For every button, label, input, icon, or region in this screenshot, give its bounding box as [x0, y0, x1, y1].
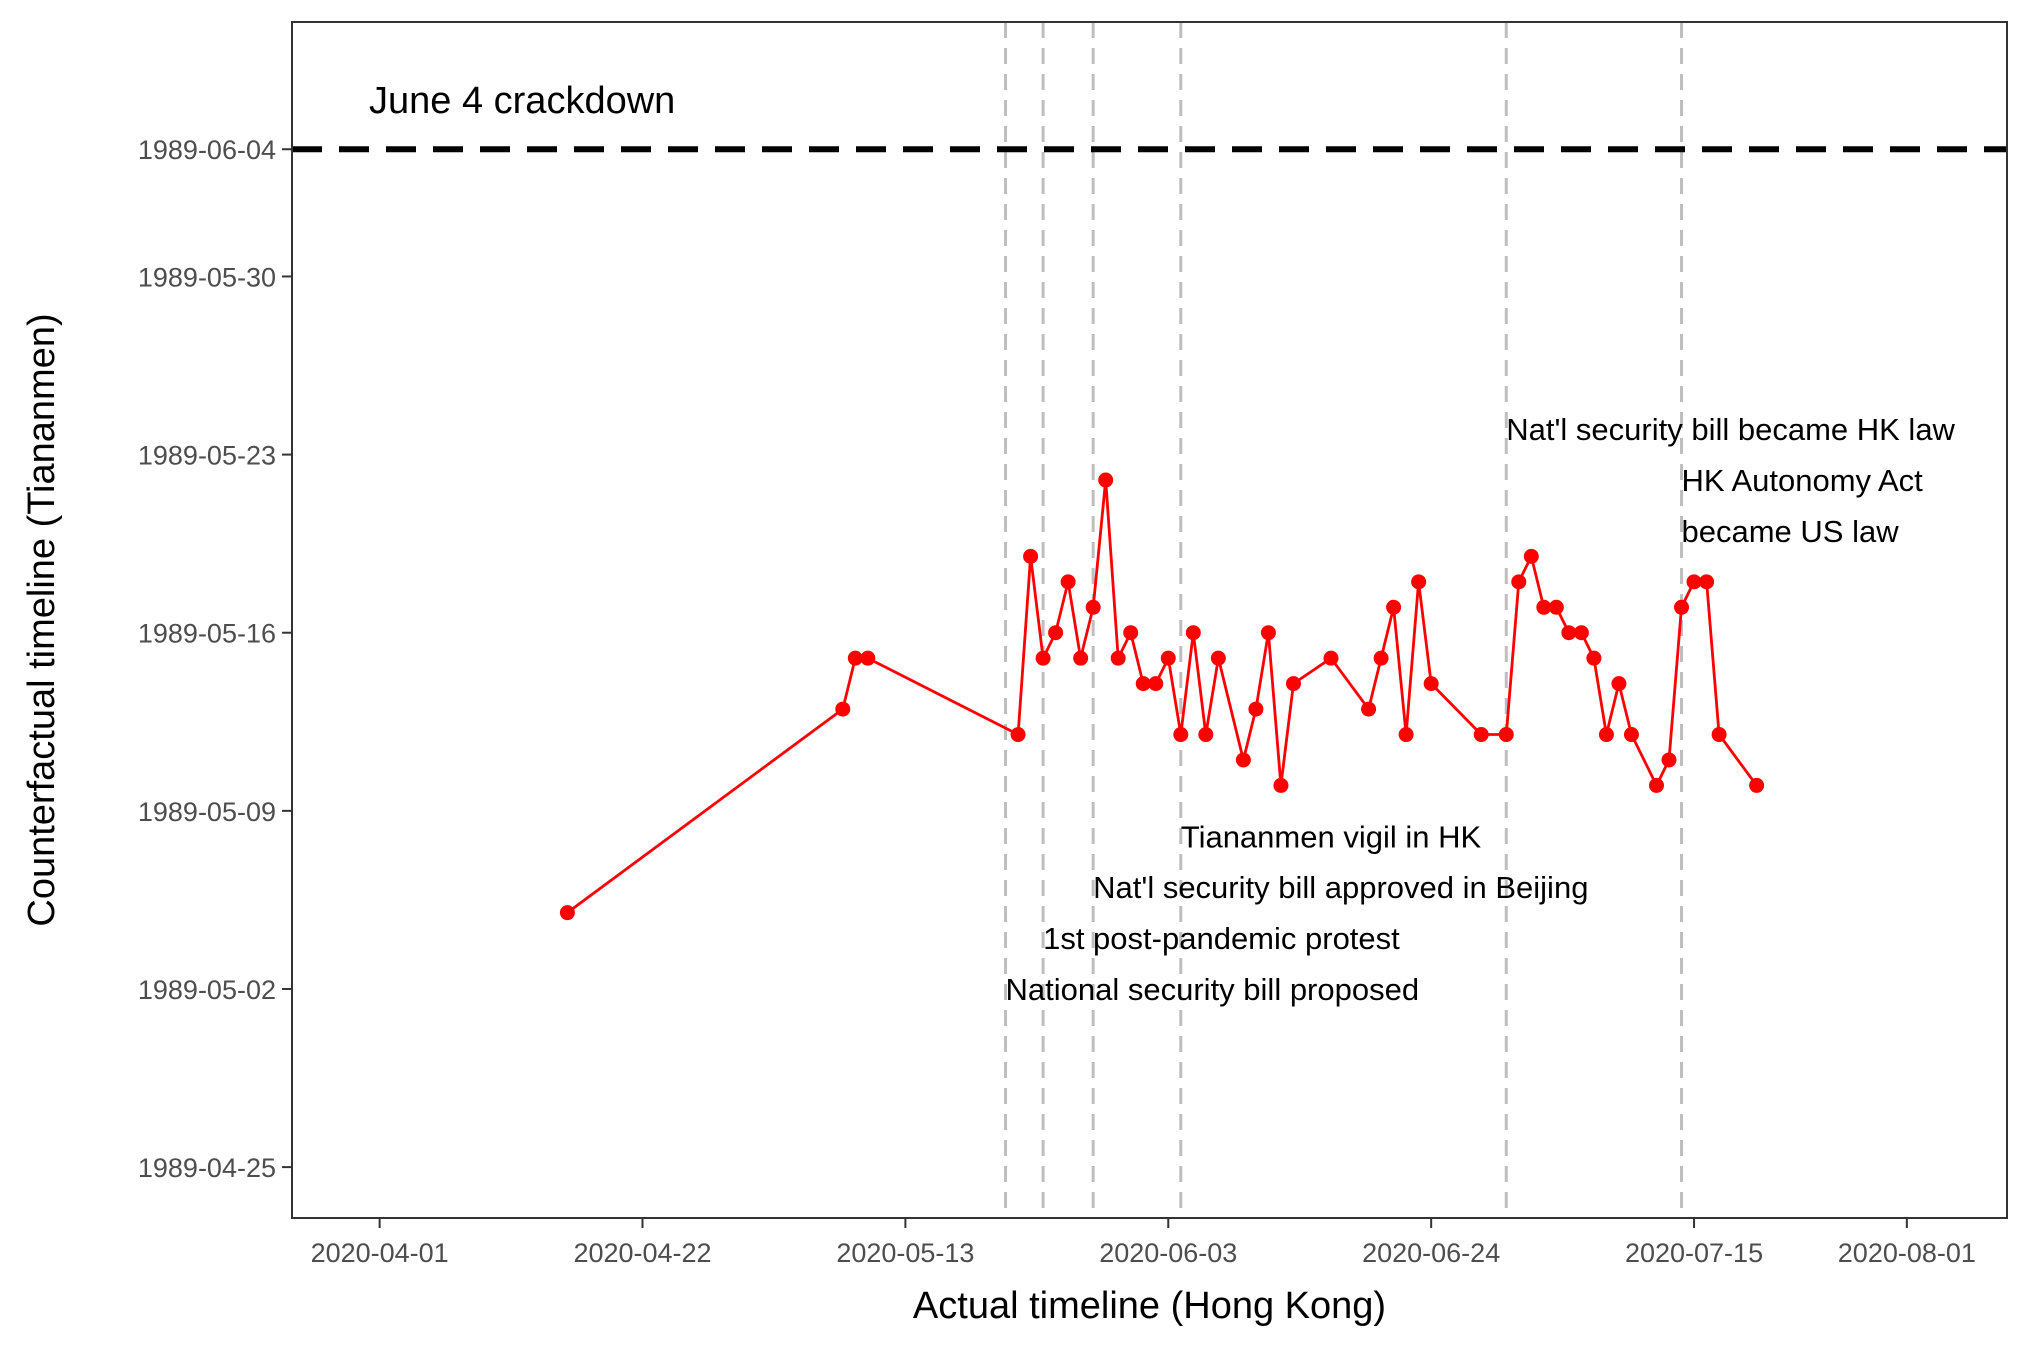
data-point — [1023, 548, 1039, 564]
annotations: National security bill proposed 1st post-… — [1006, 412, 1956, 1007]
data-point — [1711, 727, 1727, 743]
x-tick-label: 2020-07-15 — [1625, 1238, 1763, 1268]
data-point — [1473, 727, 1489, 743]
data-point — [1361, 701, 1377, 717]
data-point — [1198, 727, 1214, 743]
data-point — [1035, 650, 1051, 666]
x-tick-label: 2020-06-24 — [1362, 1238, 1500, 1268]
panel-background — [292, 22, 2007, 1218]
data-point — [1323, 650, 1339, 666]
data-point — [835, 701, 851, 717]
data-point — [1699, 574, 1715, 590]
data-point — [1073, 650, 1089, 666]
x-axis-title: Actual timeline (Hong Kong) — [913, 1285, 1386, 1327]
event-annotation: HK Autonomy Act — [1682, 463, 1924, 498]
data-point — [1135, 676, 1151, 692]
data-point — [1561, 625, 1577, 641]
data-point — [1123, 625, 1139, 641]
data-point — [1085, 599, 1101, 615]
data-point — [1386, 599, 1402, 615]
data-point — [860, 650, 876, 666]
y-tick-label: 1989-04-25 — [138, 1153, 276, 1183]
data-point — [1248, 701, 1264, 717]
data-point — [1536, 599, 1552, 615]
data-point — [1373, 650, 1389, 666]
crackdown-line: June 4 crackdown — [292, 80, 2007, 153]
data-point — [1148, 676, 1164, 692]
data-point — [1411, 574, 1427, 590]
data-point — [1686, 574, 1702, 590]
data-point — [1260, 625, 1276, 641]
event-annotation: Nat'l security bill approved in Beijing — [1093, 870, 1588, 905]
data-point — [1611, 676, 1627, 692]
data-point — [1185, 625, 1201, 641]
x-tick-label: 2020-06-03 — [1099, 1238, 1237, 1268]
y-tick-label: 1989-05-02 — [138, 975, 276, 1005]
data-point — [1623, 727, 1639, 743]
event-annotation: became US law — [1682, 514, 1900, 549]
y-tick-label: 1989-05-09 — [138, 797, 276, 827]
data-point — [1048, 625, 1064, 641]
axes: 1989-04-25 1989-05-02 1989-05-09 1989-05-16… — [138, 21, 2008, 1268]
series-group — [559, 472, 1765, 921]
data-point — [1674, 599, 1690, 615]
event-annotation: National security bill proposed — [1006, 972, 1420, 1007]
x-tick-label: 2020-08-01 — [1838, 1238, 1976, 1268]
y-axis-title: Counterfactual timeline (Tiananmen) — [21, 313, 63, 926]
data-point — [1511, 574, 1527, 590]
plot-panel — [292, 22, 2007, 1218]
data-point — [847, 650, 863, 666]
x-tick-label: 2020-04-01 — [311, 1238, 449, 1268]
data-point — [1498, 727, 1514, 743]
y-tick-label: 1989-05-30 — [138, 262, 276, 292]
data-point — [1173, 727, 1189, 743]
data-point — [1110, 650, 1126, 666]
data-point — [1285, 676, 1301, 692]
panel-border — [291, 21, 2008, 1219]
y-tick-label: 1989-05-16 — [138, 619, 276, 649]
data-point — [1586, 650, 1602, 666]
series-line — [566, 478, 1758, 914]
data-point — [1235, 752, 1251, 768]
data-point — [1060, 574, 1076, 590]
data-point — [1548, 599, 1564, 615]
data-point — [1010, 727, 1026, 743]
event-annotation: Tiananmen vigil in HK — [1181, 819, 1482, 854]
data-point — [1398, 727, 1414, 743]
event-annotation: 1st post-pandemic protest — [1043, 921, 1400, 956]
data-point — [1661, 752, 1677, 768]
crackdown-label: June 4 crackdown — [369, 80, 675, 122]
x-tick-label: 2020-04-22 — [573, 1238, 711, 1268]
data-point — [1098, 472, 1114, 488]
x-tick-label: 2020-05-13 — [836, 1238, 974, 1268]
data-point — [1648, 777, 1664, 793]
data-point — [1160, 650, 1176, 666]
y-tick-label: 1989-05-23 — [138, 441, 276, 471]
data-point — [1598, 727, 1614, 743]
data-point — [1749, 777, 1765, 793]
data-point — [1423, 676, 1439, 692]
data-point — [1273, 777, 1289, 793]
data-point — [559, 905, 575, 921]
data-point — [1210, 650, 1226, 666]
y-tick-label: 1989-06-04 — [138, 135, 276, 165]
event-annotation: Nat'l security bill became HK law — [1506, 412, 1955, 447]
data-point — [1573, 625, 1589, 641]
data-point — [1523, 548, 1539, 564]
